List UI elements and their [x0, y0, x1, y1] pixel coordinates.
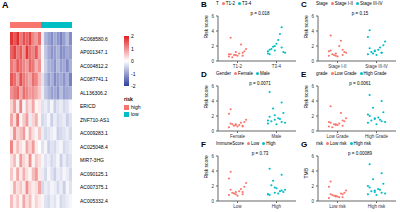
svg-text:Risk score: Risk score [203, 15, 209, 39]
svg-text:MIR7-3HG: MIR7-3HG [80, 157, 104, 163]
svg-text:6: 6 [211, 154, 214, 159]
html-text:p = 0.00089: p = 0.00089 [348, 151, 372, 156]
html-text:p = 0.73: p = 0.73 [251, 151, 269, 156]
svg-text:0: 0 [211, 129, 214, 134]
html-text:p = 0.0071: p = 0.0071 [249, 81, 271, 86]
svg-text:0: 0 [311, 59, 314, 64]
svg-text:0: 0 [311, 129, 314, 134]
svg-text:Low: Low [233, 204, 242, 209]
svg-text:High Grade: High Grade [365, 134, 389, 139]
svg-text:Risk score: Risk score [203, 85, 209, 109]
html-text:0: 0 [131, 58, 134, 64]
svg-text:Risk score: Risk score [303, 85, 309, 109]
html-text:p = 0.0061: p = 0.0061 [349, 81, 371, 86]
svg-text:6: 6 [311, 154, 314, 159]
html-text:risk: risk [124, 96, 133, 102]
svg-text:T3-4: T3-4 [272, 64, 282, 69]
svg-text:6: 6 [211, 14, 214, 19]
html-text:C: C [301, 0, 307, 9]
svg-text:AC009283.1: AC009283.1 [80, 130, 108, 136]
svg-text:AC090125.1: AC090125.1 [80, 171, 108, 177]
svg-text:High: High [272, 204, 282, 209]
html-text:risk: risk [316, 141, 323, 146]
html-text:High: High [266, 141, 276, 146]
svg-text:High risk: High risk [368, 204, 386, 209]
svg-text:2: 2 [211, 184, 214, 189]
svg-text:ERICD: ERICD [80, 103, 96, 109]
svg-text:Stage III-IV: Stage III-IV [365, 64, 388, 69]
html-text:p = 0.018: p = 0.018 [250, 11, 270, 16]
svg-text:Low Grade: Low Grade [326, 134, 349, 139]
html-text:T3-4: T3-4 [242, 1, 252, 6]
svg-text:ZNF710-AS1: ZNF710-AS1 [80, 117, 109, 123]
svg-text:0: 0 [311, 199, 314, 204]
svg-text:2: 2 [311, 44, 314, 49]
svg-text:Female: Female [230, 134, 246, 139]
html-text:F: F [201, 140, 206, 149]
svg-text:2: 2 [211, 114, 214, 119]
svg-text:0: 0 [211, 199, 214, 204]
html-text:grade: grade [316, 71, 328, 76]
html-text:High risk: High risk [353, 141, 371, 146]
svg-text:0: 0 [211, 59, 214, 64]
html-text:G: G [301, 140, 308, 149]
svg-text:AC025048.4: AC025048.4 [80, 144, 108, 150]
svg-text:6: 6 [311, 14, 314, 19]
html-text:T: T [216, 1, 219, 6]
svg-text:Risk score: Risk score [303, 15, 309, 39]
html-text:D: D [201, 70, 207, 79]
html-text:-1: -1 [131, 70, 136, 77]
svg-text:2: 2 [211, 44, 214, 49]
svg-text:AC068580.6: AC068580.6 [80, 36, 108, 42]
html-text:2: 2 [131, 33, 134, 39]
html-text:low: low [131, 111, 139, 117]
svg-text:Low risk: Low risk [329, 204, 346, 209]
html-text:Stage I-II: Stage I-II [334, 1, 353, 6]
html-text:Stage: Stage [316, 1, 328, 6]
svg-text:6: 6 [211, 84, 214, 89]
svg-text:4: 4 [211, 169, 214, 174]
html-text:Low: Low [251, 141, 260, 146]
svg-text:2: 2 [311, 184, 314, 189]
svg-text:Male: Male [272, 134, 282, 139]
svg-text:4: 4 [211, 99, 214, 104]
svg-text:AC087741.1: AC087741.1 [80, 76, 108, 82]
svg-text:AC005332.4: AC005332.4 [80, 198, 108, 204]
html-text:High Grade: High Grade [363, 71, 387, 76]
html-text:A: A [2, 0, 9, 10]
html-text:T1-2: T1-2 [225, 1, 235, 6]
html-text:Male: Male [260, 71, 270, 76]
html-text:1: 1 [131, 45, 134, 52]
svg-text:AL136306.2: AL136306.2 [80, 90, 107, 96]
html-text:B: B [201, 0, 207, 9]
svg-text:T1-2: T1-2 [233, 64, 243, 69]
html-text:ImmuneScore: ImmuneScore [216, 141, 244, 146]
svg-text:2: 2 [311, 114, 314, 119]
html-text:Gender: Gender [216, 71, 231, 76]
svg-text:Risk score: Risk score [203, 155, 209, 179]
html-text:Low risk: Low risk [330, 141, 347, 146]
html-text:E: E [301, 70, 307, 79]
svg-text:TMB: TMB [303, 167, 309, 178]
html-text:Low Grade: Low Grade [334, 71, 357, 76]
svg-text:4: 4 [311, 29, 314, 34]
svg-text:4: 4 [211, 29, 214, 34]
svg-text:4: 4 [311, 169, 314, 174]
svg-text:AC004812.2: AC004812.2 [80, 63, 108, 69]
svg-text:AP001347.1: AP001347.1 [80, 49, 108, 55]
svg-text:4: 4 [311, 99, 314, 104]
svg-text:AC007375.1: AC007375.1 [80, 184, 108, 190]
svg-text:Stage I-II: Stage I-II [328, 64, 346, 69]
html-text:high: high [131, 104, 141, 110]
html-text:-2: -2 [131, 83, 136, 89]
html-text:p = 0.15: p = 0.15 [351, 11, 369, 16]
html-text:Female: Female [238, 71, 253, 76]
svg-text:6: 6 [311, 84, 314, 89]
html-text:Stage III-IV: Stage III-IV [360, 1, 383, 6]
